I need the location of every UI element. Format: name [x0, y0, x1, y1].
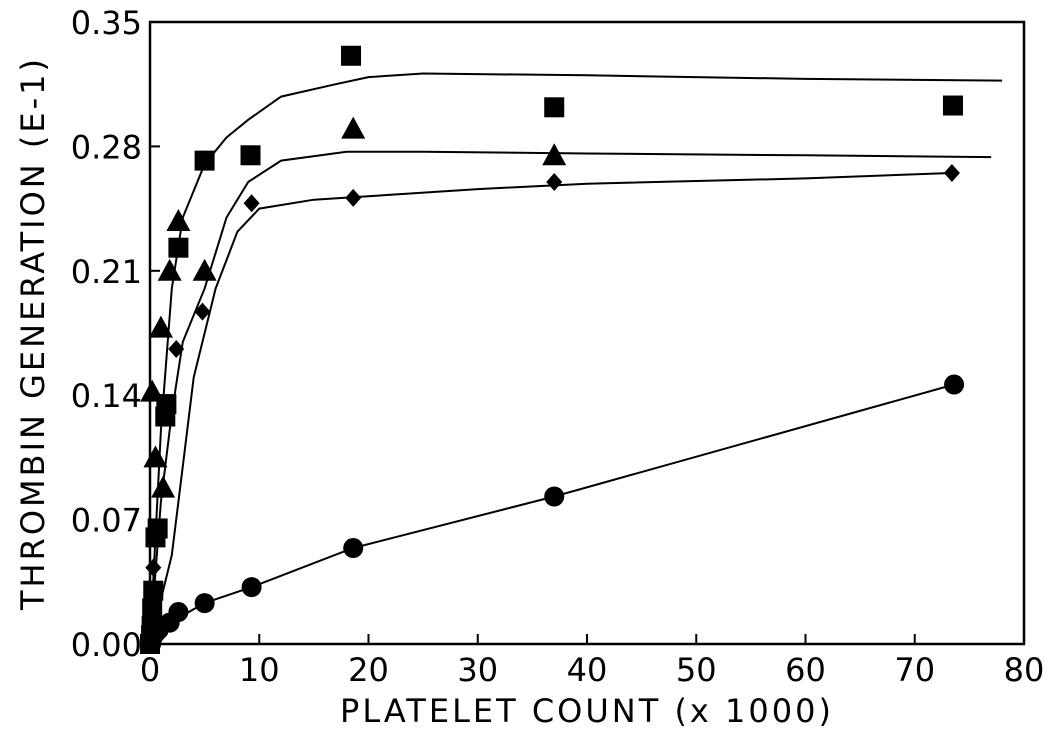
circle-data-point [241, 577, 262, 598]
square-data-point [147, 518, 168, 539]
fit-curves [149, 72, 1003, 645]
y-tick-label: 0.35 [71, 4, 142, 42]
square-data-point [194, 150, 215, 171]
x-tick-label: 0 [140, 651, 160, 689]
triangle-data-point [542, 143, 567, 166]
triangle-data-point [166, 209, 191, 232]
x-tick-label: 70 [894, 651, 935, 689]
x-axis-label: PLATELET COUNT (x 1000) [340, 692, 834, 730]
square-data-point [142, 598, 163, 619]
square-data-point [341, 45, 362, 66]
x-tick-label: 20 [348, 651, 389, 689]
y-tick-label: 0.21 [71, 253, 142, 291]
data-markers [140, 45, 965, 654]
circle-data-point [168, 602, 189, 623]
diamond-data-point [943, 164, 960, 183]
square-data-point [240, 145, 261, 166]
y-tick-label: 0.14 [71, 377, 142, 415]
triangle-data-point [192, 258, 217, 281]
diamond-data-point [145, 558, 162, 577]
triangle-data-point [341, 116, 366, 139]
x-tick-label: 50 [676, 651, 717, 689]
square-series-curve [149, 72, 1003, 645]
x-tick-label: 30 [457, 651, 498, 689]
diamond-data-point [194, 302, 211, 321]
triangle-data-point [140, 379, 165, 402]
square-data-point [143, 580, 164, 601]
triangle-data-point [157, 258, 182, 281]
x-tick-label: 80 [1004, 651, 1045, 689]
circle-data-point [544, 486, 565, 507]
square-data-point [942, 95, 963, 116]
diamond-data-point [345, 188, 362, 207]
diamond-series-curve [149, 172, 948, 645]
y-tick-label: 0.00 [71, 626, 142, 664]
circle-data-point [944, 374, 965, 395]
diamond-data-point [546, 172, 563, 191]
y-axis-label: THROMBIN GENERATION (E-1) [14, 56, 52, 611]
x-tick-label: 10 [239, 651, 280, 689]
triangle-data-point [143, 445, 168, 468]
circle-data-point [343, 538, 364, 559]
y-tick-label: 0.28 [71, 128, 142, 166]
triangle-data-point [151, 475, 176, 498]
circle-data-point [194, 593, 215, 614]
diamond-data-point [168, 339, 185, 358]
x-tick-label: 40 [567, 651, 608, 689]
square-data-point [168, 237, 189, 258]
diamond-data-point [243, 194, 260, 213]
y-tick-label: 0.07 [71, 502, 142, 540]
y-axis-ticks: 0.00 0.07 0.14 0.21 0.28 0.35 [71, 4, 160, 664]
x-tick-label: 60 [785, 651, 826, 689]
square-data-point [544, 97, 565, 118]
circle-series-curve [149, 383, 955, 645]
triangle-series-curve [149, 150, 992, 645]
triangle-data-point [148, 315, 173, 338]
x-axis-ticks: 0 10 20 30 40 50 60 70 80 [140, 634, 1045, 689]
plot-frame [148, 20, 1026, 646]
